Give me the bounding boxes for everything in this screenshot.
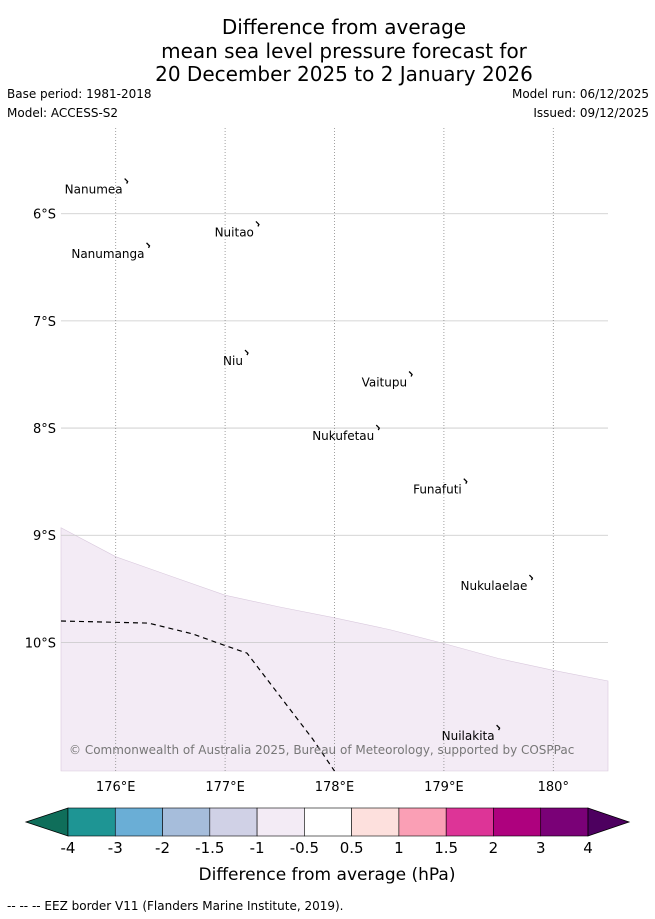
colorbar-segment — [540, 807, 589, 837]
lat-tick-label: 9°S — [33, 529, 56, 544]
colorbar-under-arrow — [24, 807, 69, 837]
title-line-2: mean sea level pressure forecast for — [161, 38, 527, 63]
colorbar-tick-label: 1.5 — [434, 839, 458, 857]
island-label-nanumanga: Nanumanga — [71, 247, 144, 261]
colorbar-tick-label: -1.5 — [195, 839, 224, 857]
colorbar-segment — [256, 807, 305, 837]
colorbar-over-arrow — [587, 807, 631, 837]
colorbar-segment — [445, 807, 494, 837]
map-title: Difference from average mean sea level p… — [0, 15, 655, 87]
lon-tick-label: 180° — [538, 780, 569, 795]
colorbar-tick-label: -3 — [108, 839, 123, 857]
colorbar-tick-label: 1 — [394, 839, 404, 857]
anomaly-shaded-region — [60, 527, 609, 772]
lon-tick-label: 179°E — [424, 780, 464, 795]
colorbar-tick-label: -2 — [155, 839, 170, 857]
colorbar-tick-label: -1 — [250, 839, 265, 857]
lon-tick-label: 177°E — [205, 780, 245, 795]
colorbar-segment — [398, 807, 447, 837]
island-coastline-nukulaelae — [528, 574, 534, 581]
copyright-text: © Commonwealth of Australia 2025, Bureau… — [69, 743, 574, 757]
island-coastline-nanumanga — [146, 242, 151, 249]
lat-tick-label: 10°S — [25, 636, 56, 651]
lat-tick-label: 7°S — [33, 315, 56, 330]
colorbar-segment — [162, 807, 211, 837]
island-label-nukulaelae: Nukulaelae — [460, 579, 527, 593]
colorbar-segment — [304, 807, 352, 837]
island-label-nanumea: Nanumea — [65, 183, 123, 197]
colorbar-tick-label: 0.5 — [340, 839, 364, 857]
base-period-label: Base period: 1981-2018 — [7, 87, 152, 101]
lon-tick-label: 176°E — [96, 780, 136, 795]
island-label-niu: Niu — [223, 354, 243, 368]
island-coastline-nanumea — [124, 178, 129, 184]
eez-footnote: -- -- -- EEZ border V11 (Flanders Marine… — [7, 899, 344, 913]
island-label-nuitao: Nuitao — [215, 225, 254, 239]
colorbar-tick-label: 3 — [536, 839, 546, 857]
colorbar-segment — [67, 807, 116, 837]
eez-border-line — [60, 620, 335, 772]
colorbar-segment — [114, 807, 163, 837]
island-label-funafuti: Funafuti — [413, 483, 462, 497]
island-coastline-nuitao — [255, 220, 260, 227]
colorbar-tick-label: -4 — [61, 839, 76, 857]
island-label-nuilakita: Nuilakita — [442, 729, 495, 743]
island-coastline-vaitupu — [408, 371, 413, 377]
title-line-1: Difference from average — [221, 15, 467, 39]
lat-tick-label: 6°S — [33, 208, 56, 223]
colorbar-segment — [209, 807, 258, 837]
lat-tick-label: 8°S — [33, 422, 56, 437]
colorbar-tick-label: -0.5 — [290, 839, 319, 857]
colorbar-segment — [493, 807, 542, 837]
island-coastline-funafuti — [463, 478, 468, 484]
colorbar-tick-label: 4 — [583, 839, 593, 857]
colorbar-label: Difference from average (hPa) — [199, 865, 456, 885]
colorbar-tick-label: 2 — [489, 839, 499, 857]
model-run-label: Model run: 06/12/2025 — [511, 87, 649, 101]
island-label-vaitupu: Vaitupu — [362, 375, 408, 389]
title-line-3: 20 December 2025 to 2 January 2026 — [155, 62, 533, 86]
island-label-nukufetau: Nukufetau — [312, 429, 374, 443]
island-coastline-nukufetau — [375, 424, 381, 431]
issued-label: Issued: 09/12/2025 — [533, 106, 649, 120]
model-label: Model: ACCESS-S2 — [7, 106, 119, 120]
island-coastline-nuilakita — [496, 724, 501, 731]
colorbar-segment — [351, 807, 400, 837]
island-coastline-niu — [244, 349, 249, 356]
lon-tick-label: 178°E — [315, 780, 355, 795]
